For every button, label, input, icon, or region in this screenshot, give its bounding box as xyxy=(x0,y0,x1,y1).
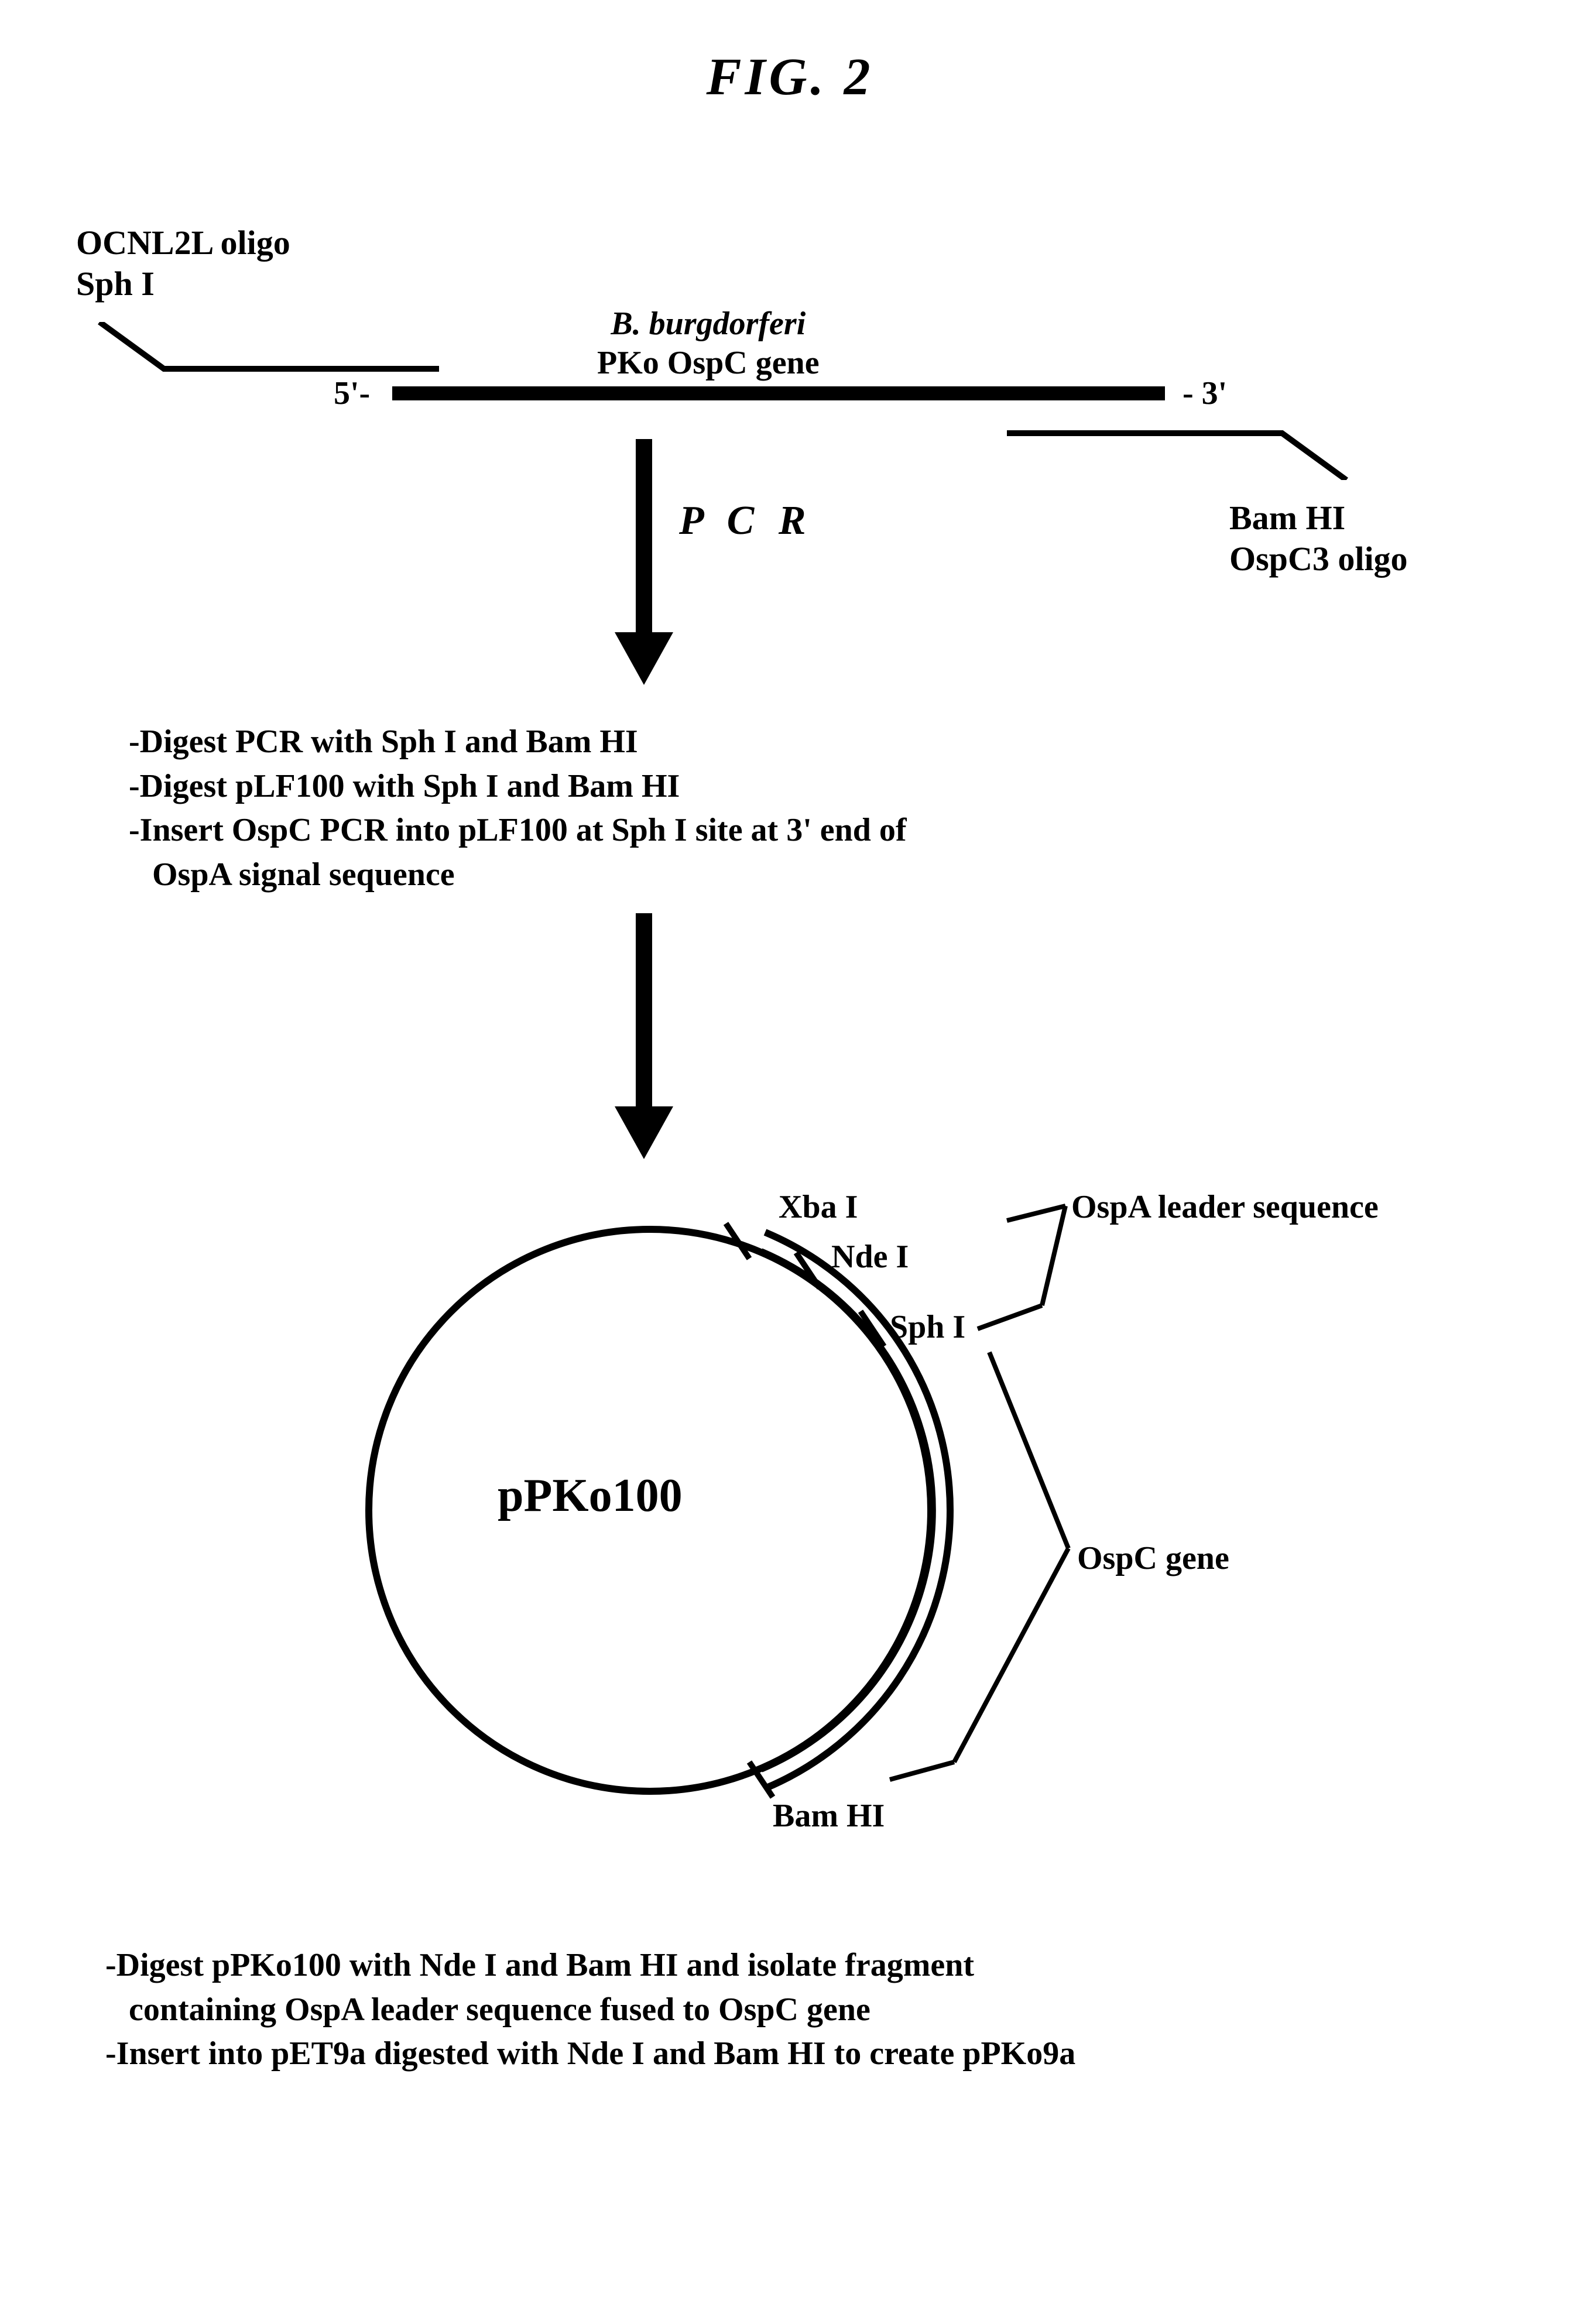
top-primer-line xyxy=(88,322,439,381)
bottom-oligo-name: OspC3 oligo xyxy=(1229,539,1408,580)
step1-line4: OspA signal sequence xyxy=(129,853,907,897)
arrow-2 xyxy=(615,913,685,1159)
gene-name: PKo OspC gene xyxy=(597,344,820,383)
step1-line1: -Digest PCR with Sph I and Bam HI xyxy=(129,720,907,765)
top-oligo-name: OCNL2L oligo xyxy=(76,222,290,263)
top-oligo-label: OCNL2L oligo Sph I xyxy=(76,222,290,304)
annotation-connectors xyxy=(328,1188,1382,1862)
step1-line3: -Insert OspC PCR into pLF100 at Sph I si… xyxy=(129,808,907,853)
five-prime-label: 5'- xyxy=(334,375,370,412)
bottom-oligo-site: Bam HI xyxy=(1229,498,1408,539)
steps-block-1: -Digest PCR with Sph I and Bam HI -Diges… xyxy=(129,720,907,897)
species-name: B. burgdorferi xyxy=(597,304,820,344)
top-oligo-site: Sph I xyxy=(76,263,290,304)
gene-label: B. burgdorferi PKo OspC gene xyxy=(597,304,820,383)
pcr-label: P C R xyxy=(679,498,813,544)
gene-line xyxy=(392,386,1165,400)
arrow-1 xyxy=(615,439,685,685)
step2-line3: -Insert into pET9a digested with Nde I a… xyxy=(105,2032,1075,2076)
figure-title: FIG. 2 xyxy=(706,47,873,107)
bottom-primer-line xyxy=(1007,421,1358,480)
steps-block-2: -Digest pPKo100 with Nde I and Bam HI an… xyxy=(105,1943,1075,2076)
three-prime-label: - 3' xyxy=(1183,375,1227,412)
step2-line2: containing OspA leader sequence fused to… xyxy=(105,1988,1075,2032)
bottom-oligo-label: Bam HI OspC3 oligo xyxy=(1229,498,1408,579)
step1-line2: -Digest pLF100 with Sph I and Bam HI xyxy=(129,765,907,809)
step2-line1: -Digest pPKo100 with Nde I and Bam HI an… xyxy=(105,1943,1075,1988)
